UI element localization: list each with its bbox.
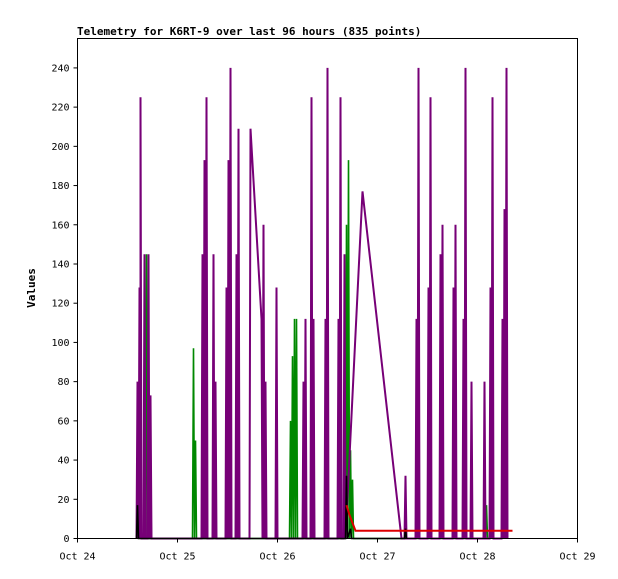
x-tick-label: Oct 28 — [459, 552, 495, 563]
x-tick-label: Oct 29 — [559, 552, 595, 563]
x-tick-label: Oct 24 — [59, 552, 95, 563]
x-tick-label: Oct 25 — [159, 552, 195, 563]
y-tick-label: 40 — [57, 456, 69, 467]
y-tick-label: 60 — [57, 416, 69, 427]
y-tick-label: 20 — [57, 495, 69, 506]
y-tick-label: 140 — [51, 259, 69, 270]
x-tick-label: Oct 26 — [259, 552, 295, 563]
plot-frame — [77, 38, 578, 539]
y-tick-label: 180 — [51, 181, 69, 192]
y-tick-label: 160 — [51, 220, 69, 231]
chart-title: Telemetry for K6RT-9 over last 96 hours … — [77, 25, 421, 38]
y-tick-label: 200 — [51, 142, 69, 153]
series-line-4 — [345, 504, 513, 532]
y-tick-label: 100 — [51, 338, 69, 349]
y-axis: 0 20 40 60 80 100 120 140 160 180 200 220 240 — [51, 63, 78, 545]
x-axis: Oct 24 Oct 25 Oct 26 Oct 27 Oct 28 Oct 29 — [59, 538, 596, 563]
y-tick-label: 220 — [51, 103, 69, 114]
y-tick-label: 80 — [57, 377, 69, 388]
y-tick-label: 240 — [51, 63, 69, 74]
y-tick-label: 0 — [63, 534, 69, 545]
x-tick-label: Oct 27 — [359, 552, 395, 563]
y-axis-label: Values — [25, 268, 38, 308]
y-tick-label: 120 — [51, 299, 69, 310]
